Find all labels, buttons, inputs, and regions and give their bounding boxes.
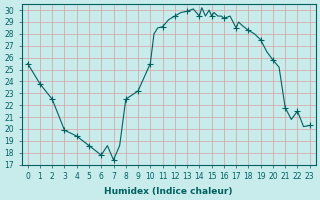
X-axis label: Humidex (Indice chaleur): Humidex (Indice chaleur): [104, 187, 233, 196]
